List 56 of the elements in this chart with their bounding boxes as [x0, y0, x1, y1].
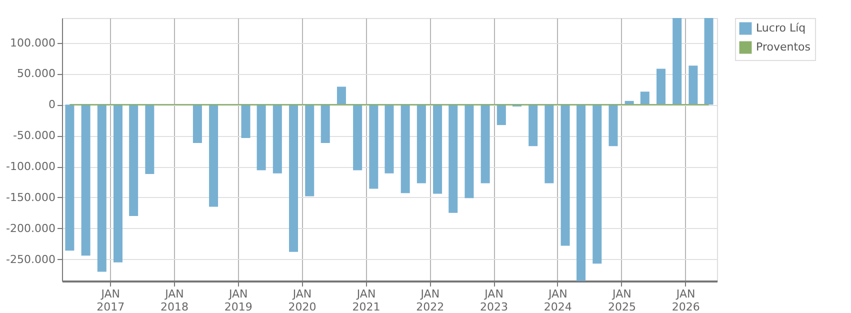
- y-tick-label: -200.000: [6, 222, 56, 235]
- bar: [81, 104, 90, 256]
- bar: [369, 104, 378, 189]
- bar: [496, 104, 506, 126]
- x-tick-label: JAN 2024: [544, 288, 572, 313]
- bar: [592, 104, 602, 264]
- bar: [400, 104, 410, 194]
- bar: [336, 86, 346, 105]
- bar: [272, 104, 282, 174]
- bar: [209, 104, 218, 207]
- bar: [384, 104, 394, 174]
- bar: [576, 104, 586, 281]
- bar: [464, 104, 474, 198]
- bar: [480, 104, 490, 184]
- bar: [704, 18, 714, 105]
- x-tick-label: JAN 2022: [416, 288, 444, 313]
- bar: [145, 104, 154, 174]
- legend-label: Proventos: [756, 40, 811, 54]
- bar: [528, 104, 538, 146]
- y-tick-label: -250.000: [6, 252, 56, 266]
- bar: [688, 66, 698, 105]
- bar: [65, 104, 74, 251]
- bar: [448, 104, 458, 213]
- y-tick-label: 0: [48, 98, 56, 112]
- y-tick-label: 100.000: [10, 36, 56, 50]
- x-tick-label: JAN 2021: [352, 288, 380, 313]
- bar: [608, 104, 618, 146]
- bar: [97, 104, 106, 272]
- y-tick-label: -50.000: [13, 129, 56, 142]
- bar: [192, 104, 202, 143]
- x-tick-label: JAN 2020: [288, 288, 316, 313]
- bar: [416, 104, 426, 184]
- bar: [129, 104, 138, 216]
- y-tick-label: 50.000: [17, 67, 56, 80]
- legend-label: Lucro Líq: [756, 22, 806, 34]
- x-tick-label: JAN 2025: [608, 288, 636, 313]
- bar: [114, 104, 122, 262]
- bar: [672, 18, 682, 105]
- bar: [241, 104, 250, 138]
- bar: [353, 104, 362, 170]
- bar: [289, 104, 298, 252]
- bar: [640, 92, 650, 105]
- bar: [656, 68, 666, 105]
- bar: [560, 104, 570, 246]
- y-tick-label: -100.000: [6, 160, 56, 174]
- x-tick-label: JAN 2018: [160, 288, 188, 313]
- x-tick-label: JAN 2023: [480, 288, 508, 313]
- x-tick-label: JAN 2026: [672, 288, 700, 313]
- bar: [305, 104, 314, 196]
- x-tick-label: JAN 2019: [224, 288, 252, 313]
- bar: [320, 104, 330, 143]
- y-tick-label: -150.000: [6, 190, 56, 204]
- bar: [544, 104, 554, 184]
- bar: [256, 104, 266, 170]
- x-tick-label: JAN 2017: [96, 288, 125, 313]
- bar: [433, 104, 442, 194]
